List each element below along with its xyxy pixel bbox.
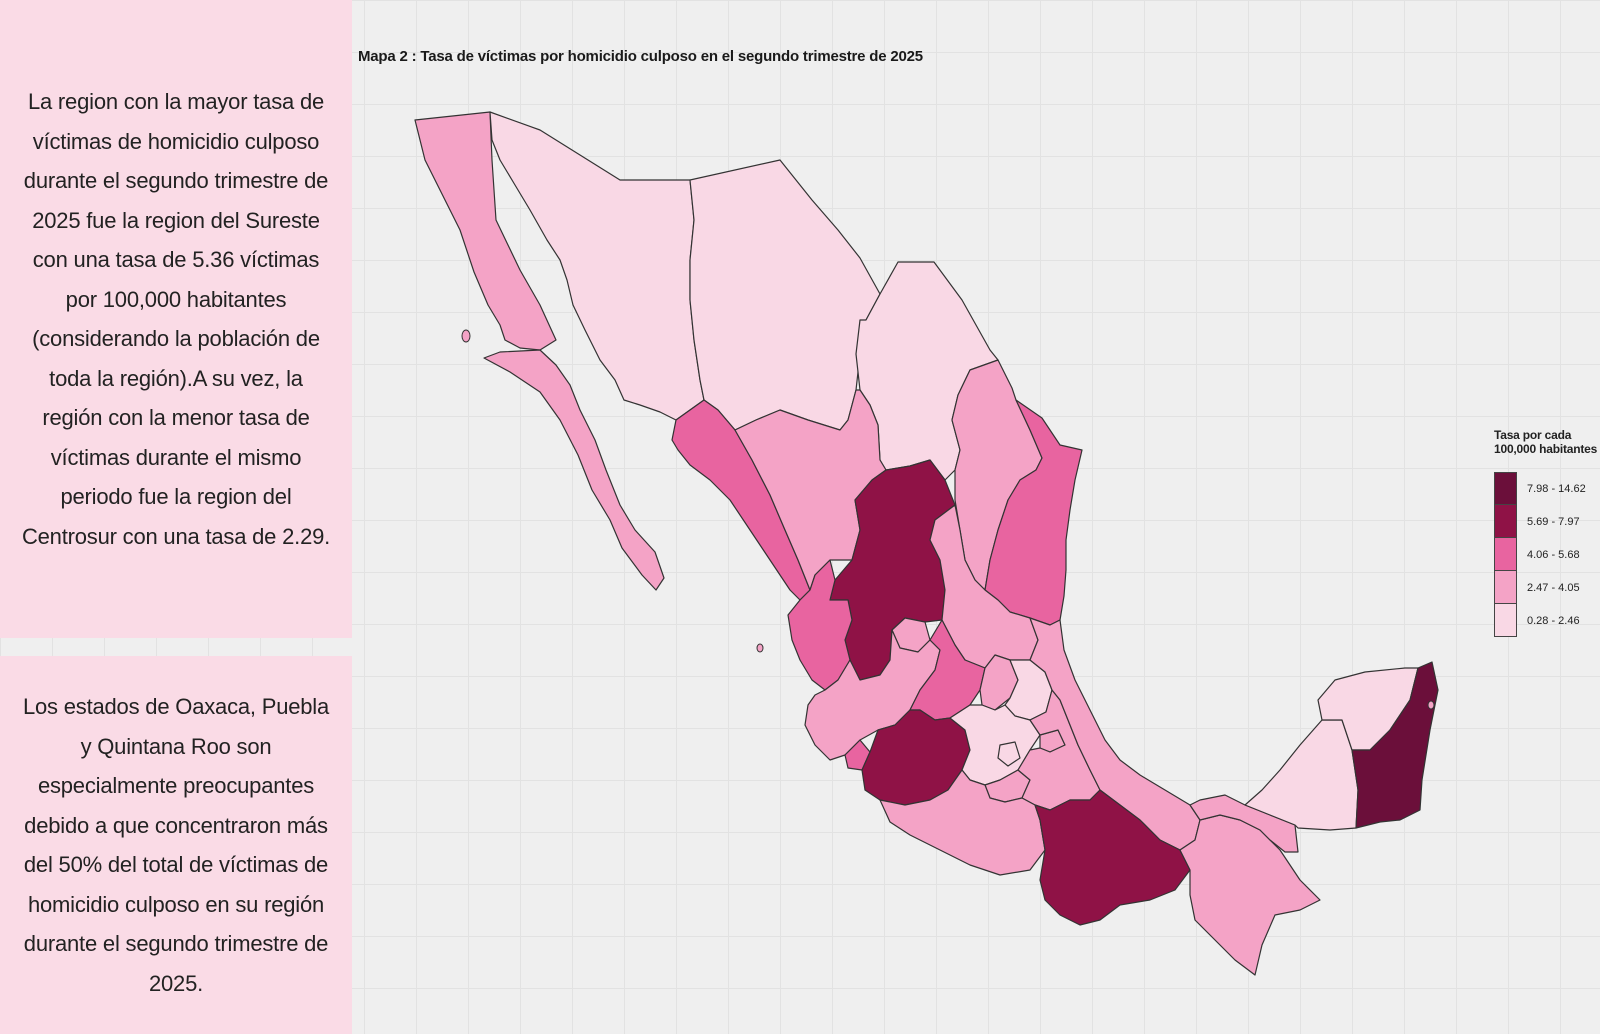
state-tabasco: [1189, 794, 1299, 853]
state-ciudad-de-mexico: [997, 741, 1021, 767]
state-chiapas: [1179, 814, 1321, 976]
legend-swatch: [1494, 538, 1517, 571]
legend-item: 4.06 - 5.68: [1494, 538, 1598, 571]
legend-title: Tasa por cada 100,000 habitantes: [1494, 428, 1598, 456]
state-baja-california-sur: [483, 349, 665, 591]
summary-panel-bottom: Los estados de Oaxaca, Puebla y Quintana…: [0, 656, 352, 1034]
mexico-choropleth-map: [414, 111, 1439, 976]
legend-label: 4.06 - 5.68: [1527, 548, 1580, 561]
legend-swatch: [1494, 505, 1517, 538]
legend-item: 2.47 - 4.05: [1494, 571, 1598, 604]
legend-item: 7.98 - 14.62: [1494, 472, 1598, 505]
legend-swatch: [1494, 472, 1517, 505]
legend-item: 0.28 - 2.46: [1494, 604, 1598, 637]
legend-swatch: [1494, 604, 1517, 637]
island: [756, 643, 764, 653]
legend-label: 2.47 - 4.05: [1527, 581, 1580, 594]
legend-label: 0.28 - 2.46: [1527, 614, 1580, 627]
state-chihuahua: [689, 159, 881, 431]
island: [461, 329, 471, 343]
legend-item: 5.69 - 7.97: [1494, 505, 1598, 538]
legend-label: 7.98 - 14.62: [1527, 482, 1586, 495]
map-legend: Tasa por cada 100,000 habitantes 7.98 - …: [1494, 428, 1598, 637]
state-baja-california: [414, 111, 557, 351]
island: [1427, 700, 1435, 710]
summary-panel-top: La region con la mayor tasa de víctimas …: [0, 0, 352, 638]
summary-text-bottom: Los estados de Oaxaca, Puebla y Quintana…: [22, 694, 330, 996]
legend-label: 5.69 - 7.97: [1527, 515, 1580, 528]
state-guerrero: [879, 769, 1046, 876]
map-title: Mapa 2 : Tasa de víctimas por homicidio …: [358, 48, 923, 65]
legend-swatch: [1494, 571, 1517, 604]
state-quintana-roo: [1351, 661, 1439, 829]
summary-text-top: La region con la mayor tasa de víctimas …: [21, 89, 331, 549]
